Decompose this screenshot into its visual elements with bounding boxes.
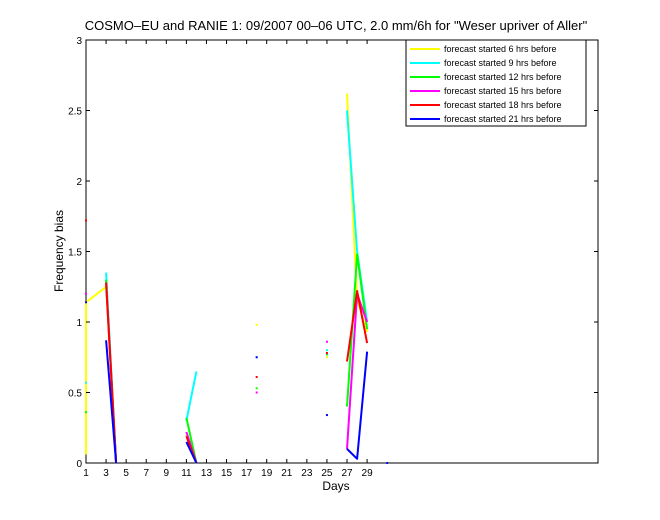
x-tick-label: 17 xyxy=(241,468,253,479)
data-point xyxy=(85,411,87,414)
x-tick-label: 7 xyxy=(143,468,149,479)
data-point xyxy=(255,391,258,394)
series-layer xyxy=(85,93,389,464)
data-point xyxy=(85,381,87,384)
x-tick-label: 3 xyxy=(103,468,109,479)
x-tick-label: 21 xyxy=(281,468,293,479)
y-tick-label: 0.5 xyxy=(68,389,82,400)
data-point xyxy=(386,462,389,464)
data-point xyxy=(325,353,328,356)
series-6 xyxy=(85,301,389,464)
series-line xyxy=(346,290,369,362)
y-tick-label: 3 xyxy=(76,36,82,47)
x-tick-label: 11 xyxy=(181,468,192,479)
data-point xyxy=(255,375,258,378)
data-point xyxy=(85,301,87,304)
series-line xyxy=(346,351,369,460)
x-tick-label: 23 xyxy=(301,468,313,479)
y-tick-label: 1.5 xyxy=(68,248,82,259)
y-tick-label: 2 xyxy=(76,177,82,188)
series-4 xyxy=(85,282,369,464)
data-point xyxy=(255,356,258,359)
legend-entry: forecast started 12 hrs before xyxy=(444,72,562,82)
data-point xyxy=(85,292,87,295)
data-point xyxy=(85,219,87,222)
series-line xyxy=(185,441,198,464)
x-tick-label: 19 xyxy=(261,468,273,479)
data-point xyxy=(325,414,328,417)
data-point xyxy=(325,356,328,359)
series-2 xyxy=(85,110,369,464)
data-point xyxy=(255,323,258,326)
series-1 xyxy=(85,93,389,464)
series-line xyxy=(346,253,369,407)
data-point xyxy=(325,352,328,355)
series-line xyxy=(105,340,118,464)
legend: forecast started 6 hrs before forecast st… xyxy=(405,39,587,127)
chart-title: COSMO–EU and RANIE 1: 09/2007 00–06 UTC,… xyxy=(85,18,588,33)
data-point xyxy=(325,340,328,343)
x-tick-label: 9 xyxy=(164,468,170,479)
x-tick-label: 27 xyxy=(341,468,353,479)
series-line xyxy=(185,371,198,421)
x-axis-label: Days xyxy=(322,479,349,493)
y-tick-label: 0 xyxy=(76,459,82,470)
x-tick-label: 15 xyxy=(221,468,233,479)
legend-entry: forecast started 21 hrs before xyxy=(444,114,562,124)
legend-entry: forecast started 18 hrs before xyxy=(444,100,562,110)
series-5 xyxy=(85,219,369,464)
x-tick-label: 29 xyxy=(362,468,374,479)
x-tick-label: 5 xyxy=(123,468,129,479)
x-tick-label: 1 xyxy=(83,468,89,479)
data-point xyxy=(255,387,258,390)
y-axis-label: Frequency bias xyxy=(52,210,66,292)
legend-entry: forecast started 15 hrs before xyxy=(444,86,562,96)
x-tick-label: 25 xyxy=(321,468,333,479)
x-tick-label: 13 xyxy=(201,468,213,479)
legend-box xyxy=(405,39,587,127)
series-3 xyxy=(85,253,369,464)
y-tick-label: 1 xyxy=(76,318,82,329)
legend-entry: forecast started 6 hrs before xyxy=(444,44,557,54)
y-tick-label: 2.5 xyxy=(68,107,82,118)
data-point xyxy=(325,349,328,352)
legend-entry: forecast started 9 hrs before xyxy=(444,58,557,68)
